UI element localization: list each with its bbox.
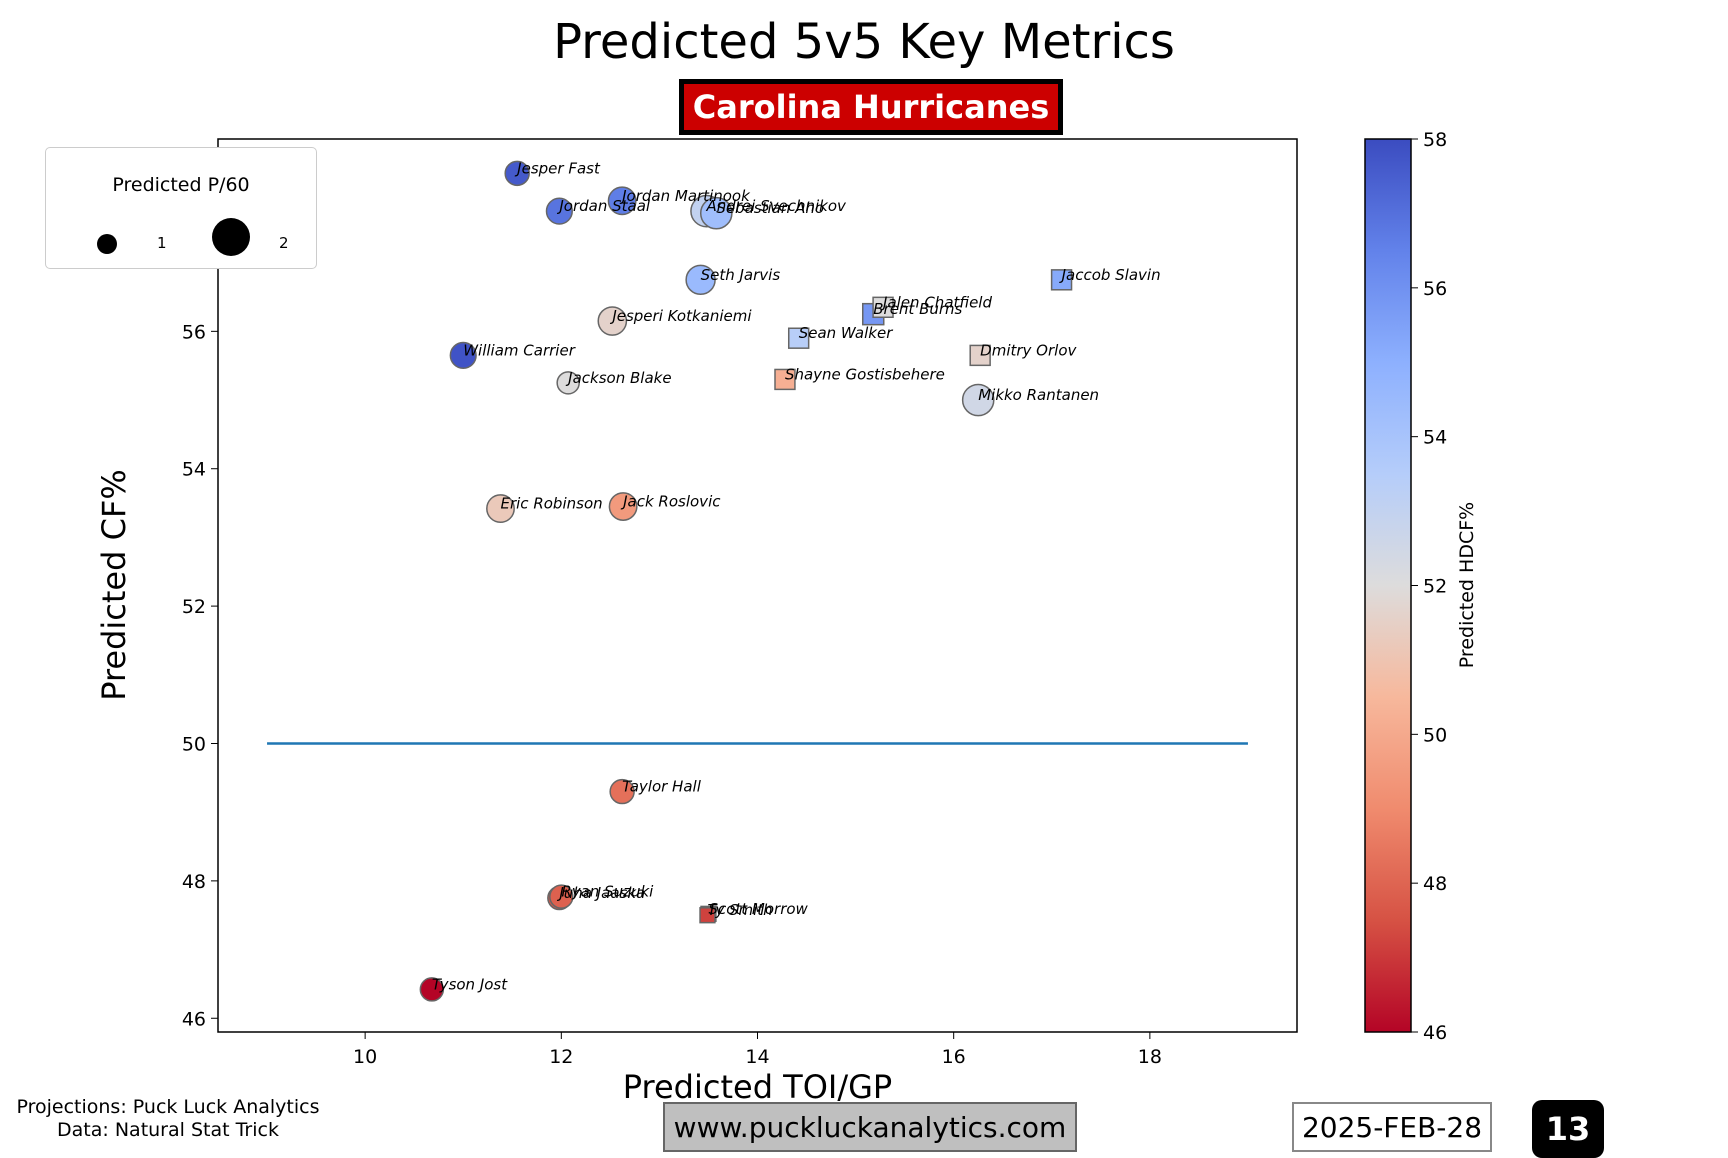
data-point xyxy=(486,494,515,524)
data-point xyxy=(556,371,580,395)
point-label: Brent Burns xyxy=(873,300,962,318)
chart-title: Predicted 5v5 Key Metrics xyxy=(553,14,1175,70)
date-label: 2025-FEB-28 xyxy=(1292,1102,1492,1152)
team-badge: Carolina Hurricanes xyxy=(679,79,1063,135)
point-label: Sebastian Aho xyxy=(716,199,824,217)
data-point xyxy=(961,383,995,417)
point-label: Jaccob Slavin xyxy=(1059,266,1161,284)
data-point xyxy=(449,341,477,369)
point-label: Jackson Blake xyxy=(565,369,671,387)
point-label: Dmitry Orlov xyxy=(980,341,1077,359)
legend-label-large: 2 xyxy=(279,234,289,252)
point-label: Tyson Jost xyxy=(432,975,508,993)
colorbar-tick-label: 50 xyxy=(1423,724,1447,746)
point-label: William Carrier xyxy=(463,341,575,359)
website-url: www.puckluckanalytics.com xyxy=(663,1102,1077,1152)
y-axis-label: Predicted CF% xyxy=(95,469,133,701)
colorbar-tick-label: 56 xyxy=(1423,278,1447,300)
y-tick-label: 46 xyxy=(182,1008,206,1030)
x-axis-label: Predicted TOI/GP xyxy=(622,1068,893,1106)
data-point xyxy=(545,197,573,225)
legend-marker-large xyxy=(212,218,250,256)
data-point xyxy=(549,884,574,909)
point-label: Jesper Fast xyxy=(514,159,601,177)
credit-data: Data: Natural Stat Trick xyxy=(57,1119,279,1141)
x-tick-label: 14 xyxy=(745,1046,769,1068)
y-tick-label: 54 xyxy=(182,459,206,481)
x-tick-label: 12 xyxy=(549,1046,573,1068)
colorbar-tick-label: 46 xyxy=(1423,1022,1447,1044)
x-tick-label: 18 xyxy=(1138,1046,1162,1068)
legend-title: Predicted P/60 xyxy=(112,174,250,196)
colorbar-tick-label: 58 xyxy=(1423,129,1447,151)
data-point xyxy=(608,492,638,521)
point-label: Jesperi Kotkaniemi xyxy=(609,307,752,325)
data-point xyxy=(685,264,716,296)
colorbar-tick-label: 54 xyxy=(1423,427,1447,449)
data-point xyxy=(607,186,637,216)
colorbar-tick-label: 52 xyxy=(1423,576,1447,598)
data-point xyxy=(597,306,628,336)
y-tick-label: 52 xyxy=(182,596,206,618)
point-label: Andrei Svechnikov xyxy=(705,197,847,215)
y-tick-label: 56 xyxy=(182,321,206,343)
team-name: Carolina Hurricanes xyxy=(692,88,1050,126)
data-point xyxy=(1050,269,1073,291)
data-point xyxy=(504,160,530,187)
data-point xyxy=(774,368,796,391)
y-tick-label: 48 xyxy=(182,871,206,893)
point-label: Eric Robinson xyxy=(501,495,603,513)
point-label: Scott Morrow xyxy=(708,900,808,918)
point-label: Jordan Staal xyxy=(556,197,651,215)
data-point xyxy=(969,344,991,367)
colorbar xyxy=(1364,138,1412,1033)
data-point xyxy=(609,778,635,805)
point-label: Seth Jarvis xyxy=(701,266,781,284)
legend-label-small: 1 xyxy=(157,234,167,252)
credit-projections: Projections: Puck Luck Analytics xyxy=(16,1096,320,1118)
point-label: Jordan Martinook xyxy=(619,187,751,205)
point-label: Sean Walker xyxy=(799,324,894,342)
data-point xyxy=(699,907,716,924)
legend-marker-small xyxy=(97,234,117,254)
size-legend: Predicted P/60 1 2 xyxy=(45,147,317,269)
point-label: Jack Roslovic xyxy=(620,493,721,511)
data-point xyxy=(787,327,810,349)
point-label: Taylor Hall xyxy=(622,778,702,796)
data-point xyxy=(699,196,733,230)
point-label: Juha Jaaska xyxy=(556,884,645,902)
y-tick-label: 50 xyxy=(182,733,206,755)
plot-frame xyxy=(217,138,1298,1033)
point-label: Mikko Rantanen xyxy=(978,386,1099,404)
point-label: Shayne Gostisbehere xyxy=(785,365,945,383)
colorbar-tick-label: 48 xyxy=(1423,873,1447,895)
point-label: Ty Smith xyxy=(707,901,772,919)
data-point xyxy=(872,296,894,319)
point-label: Ryan Suzuki xyxy=(561,883,654,901)
data-point xyxy=(419,977,445,1002)
x-tick-label: 10 xyxy=(353,1046,377,1068)
page-number-badge: 13 xyxy=(1532,1100,1604,1158)
x-tick-label: 16 xyxy=(942,1046,966,1068)
colorbar-label: Predicted HDCF% xyxy=(1456,501,1478,669)
point-label: Jalen Chatfield xyxy=(880,293,992,311)
credits: Projections: Puck Luck Analytics Data: N… xyxy=(8,1096,328,1142)
